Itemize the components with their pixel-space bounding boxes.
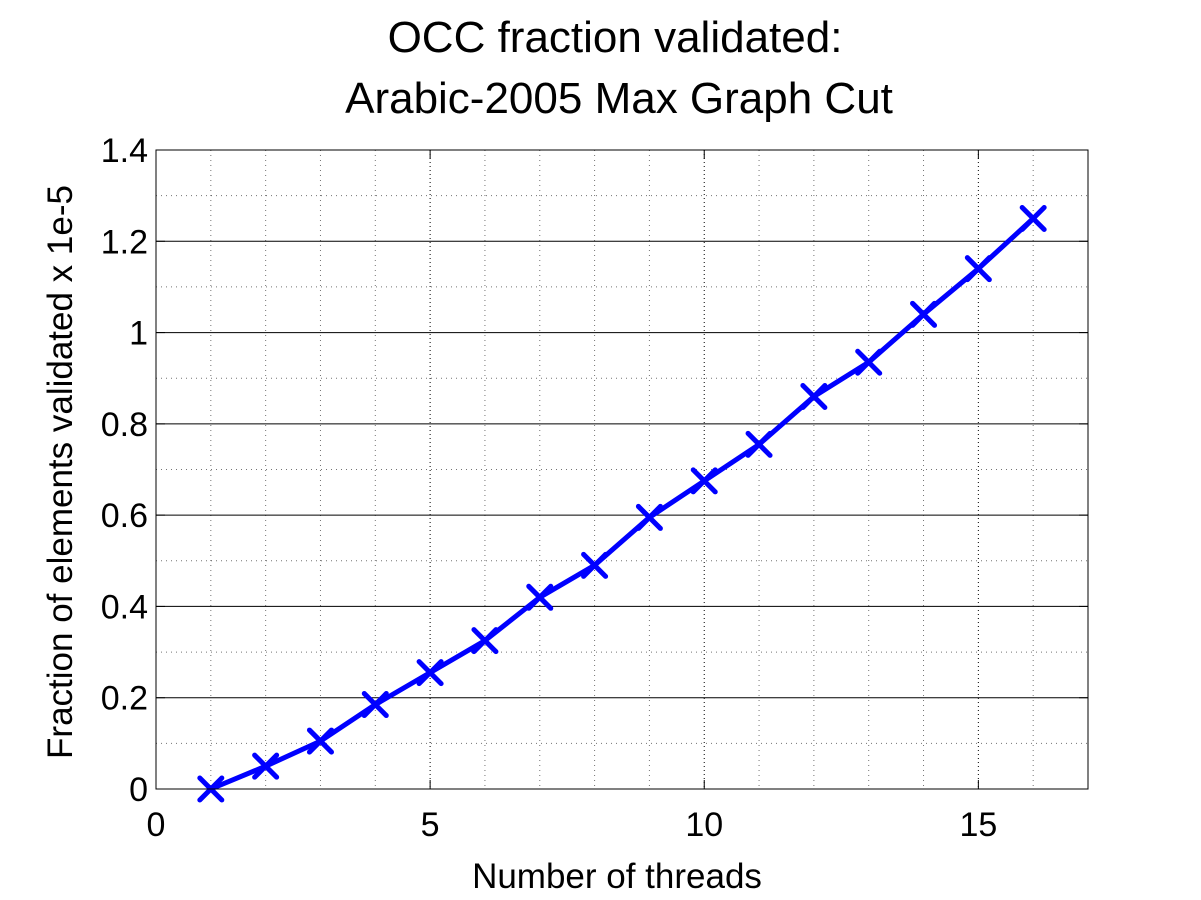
marker-stroke <box>855 348 883 376</box>
marker-stroke <box>800 382 828 410</box>
y-tick-label: 1.4 <box>101 132 148 170</box>
data-point <box>855 348 883 376</box>
x-tick-label: 10 <box>685 806 723 844</box>
x-tick-label: 15 <box>959 806 997 844</box>
y-tick-label: 0.4 <box>101 588 148 626</box>
marker-stroke <box>635 503 663 531</box>
data-point <box>635 503 663 531</box>
y-tick-label: 0.2 <box>101 680 148 718</box>
y-tick-label: 0 <box>129 771 148 809</box>
plot-frame <box>155 149 1089 790</box>
marker-stroke <box>252 752 280 780</box>
x-tick-label: 0 <box>147 806 166 844</box>
marker-stroke <box>416 659 444 687</box>
data-point <box>416 659 444 687</box>
series-layer <box>197 204 1047 803</box>
chart-title-line-1: OCC fraction validated: <box>388 13 843 62</box>
marker-stroke <box>581 551 609 579</box>
data-point <box>581 551 609 579</box>
series-line <box>208 216 1036 792</box>
data-point <box>252 752 280 780</box>
y-tick-label: 0.6 <box>101 497 148 535</box>
ticks: 0 5 10 15 0 0.2 0.4 0.6 0.8 1 1.2 1.4 <box>101 132 1088 844</box>
data-point <box>745 430 773 458</box>
marker-stroke <box>306 727 334 755</box>
data-point <box>910 300 938 328</box>
marker-stroke <box>1019 204 1047 232</box>
x-tick-label: 5 <box>421 806 440 844</box>
marker-stroke <box>745 430 773 458</box>
marker-stroke <box>361 691 389 719</box>
data-point <box>471 627 499 655</box>
marker-stroke <box>690 467 718 495</box>
data-point <box>361 691 389 719</box>
y-axis-label: Fraction of elements validated x 1e-5 <box>41 185 80 759</box>
data-point <box>526 583 554 611</box>
y-tick-label: 1.2 <box>101 223 148 261</box>
grid <box>156 150 1089 789</box>
chart-title-line-2: Arabic-2005 Max Graph Cut <box>345 74 893 123</box>
y-tick-label: 0.8 <box>101 406 148 444</box>
marker-stroke <box>526 583 554 611</box>
y-tick-label: 1 <box>129 315 148 353</box>
marker-stroke <box>964 255 992 283</box>
marker-stroke <box>471 627 499 655</box>
x-axis-label: Number of threads <box>472 857 762 896</box>
data-point <box>690 467 718 495</box>
data-point <box>964 255 992 283</box>
marker-stroke <box>910 300 938 328</box>
data-point <box>800 382 828 410</box>
data-point <box>1019 204 1047 232</box>
data-point <box>306 727 334 755</box>
